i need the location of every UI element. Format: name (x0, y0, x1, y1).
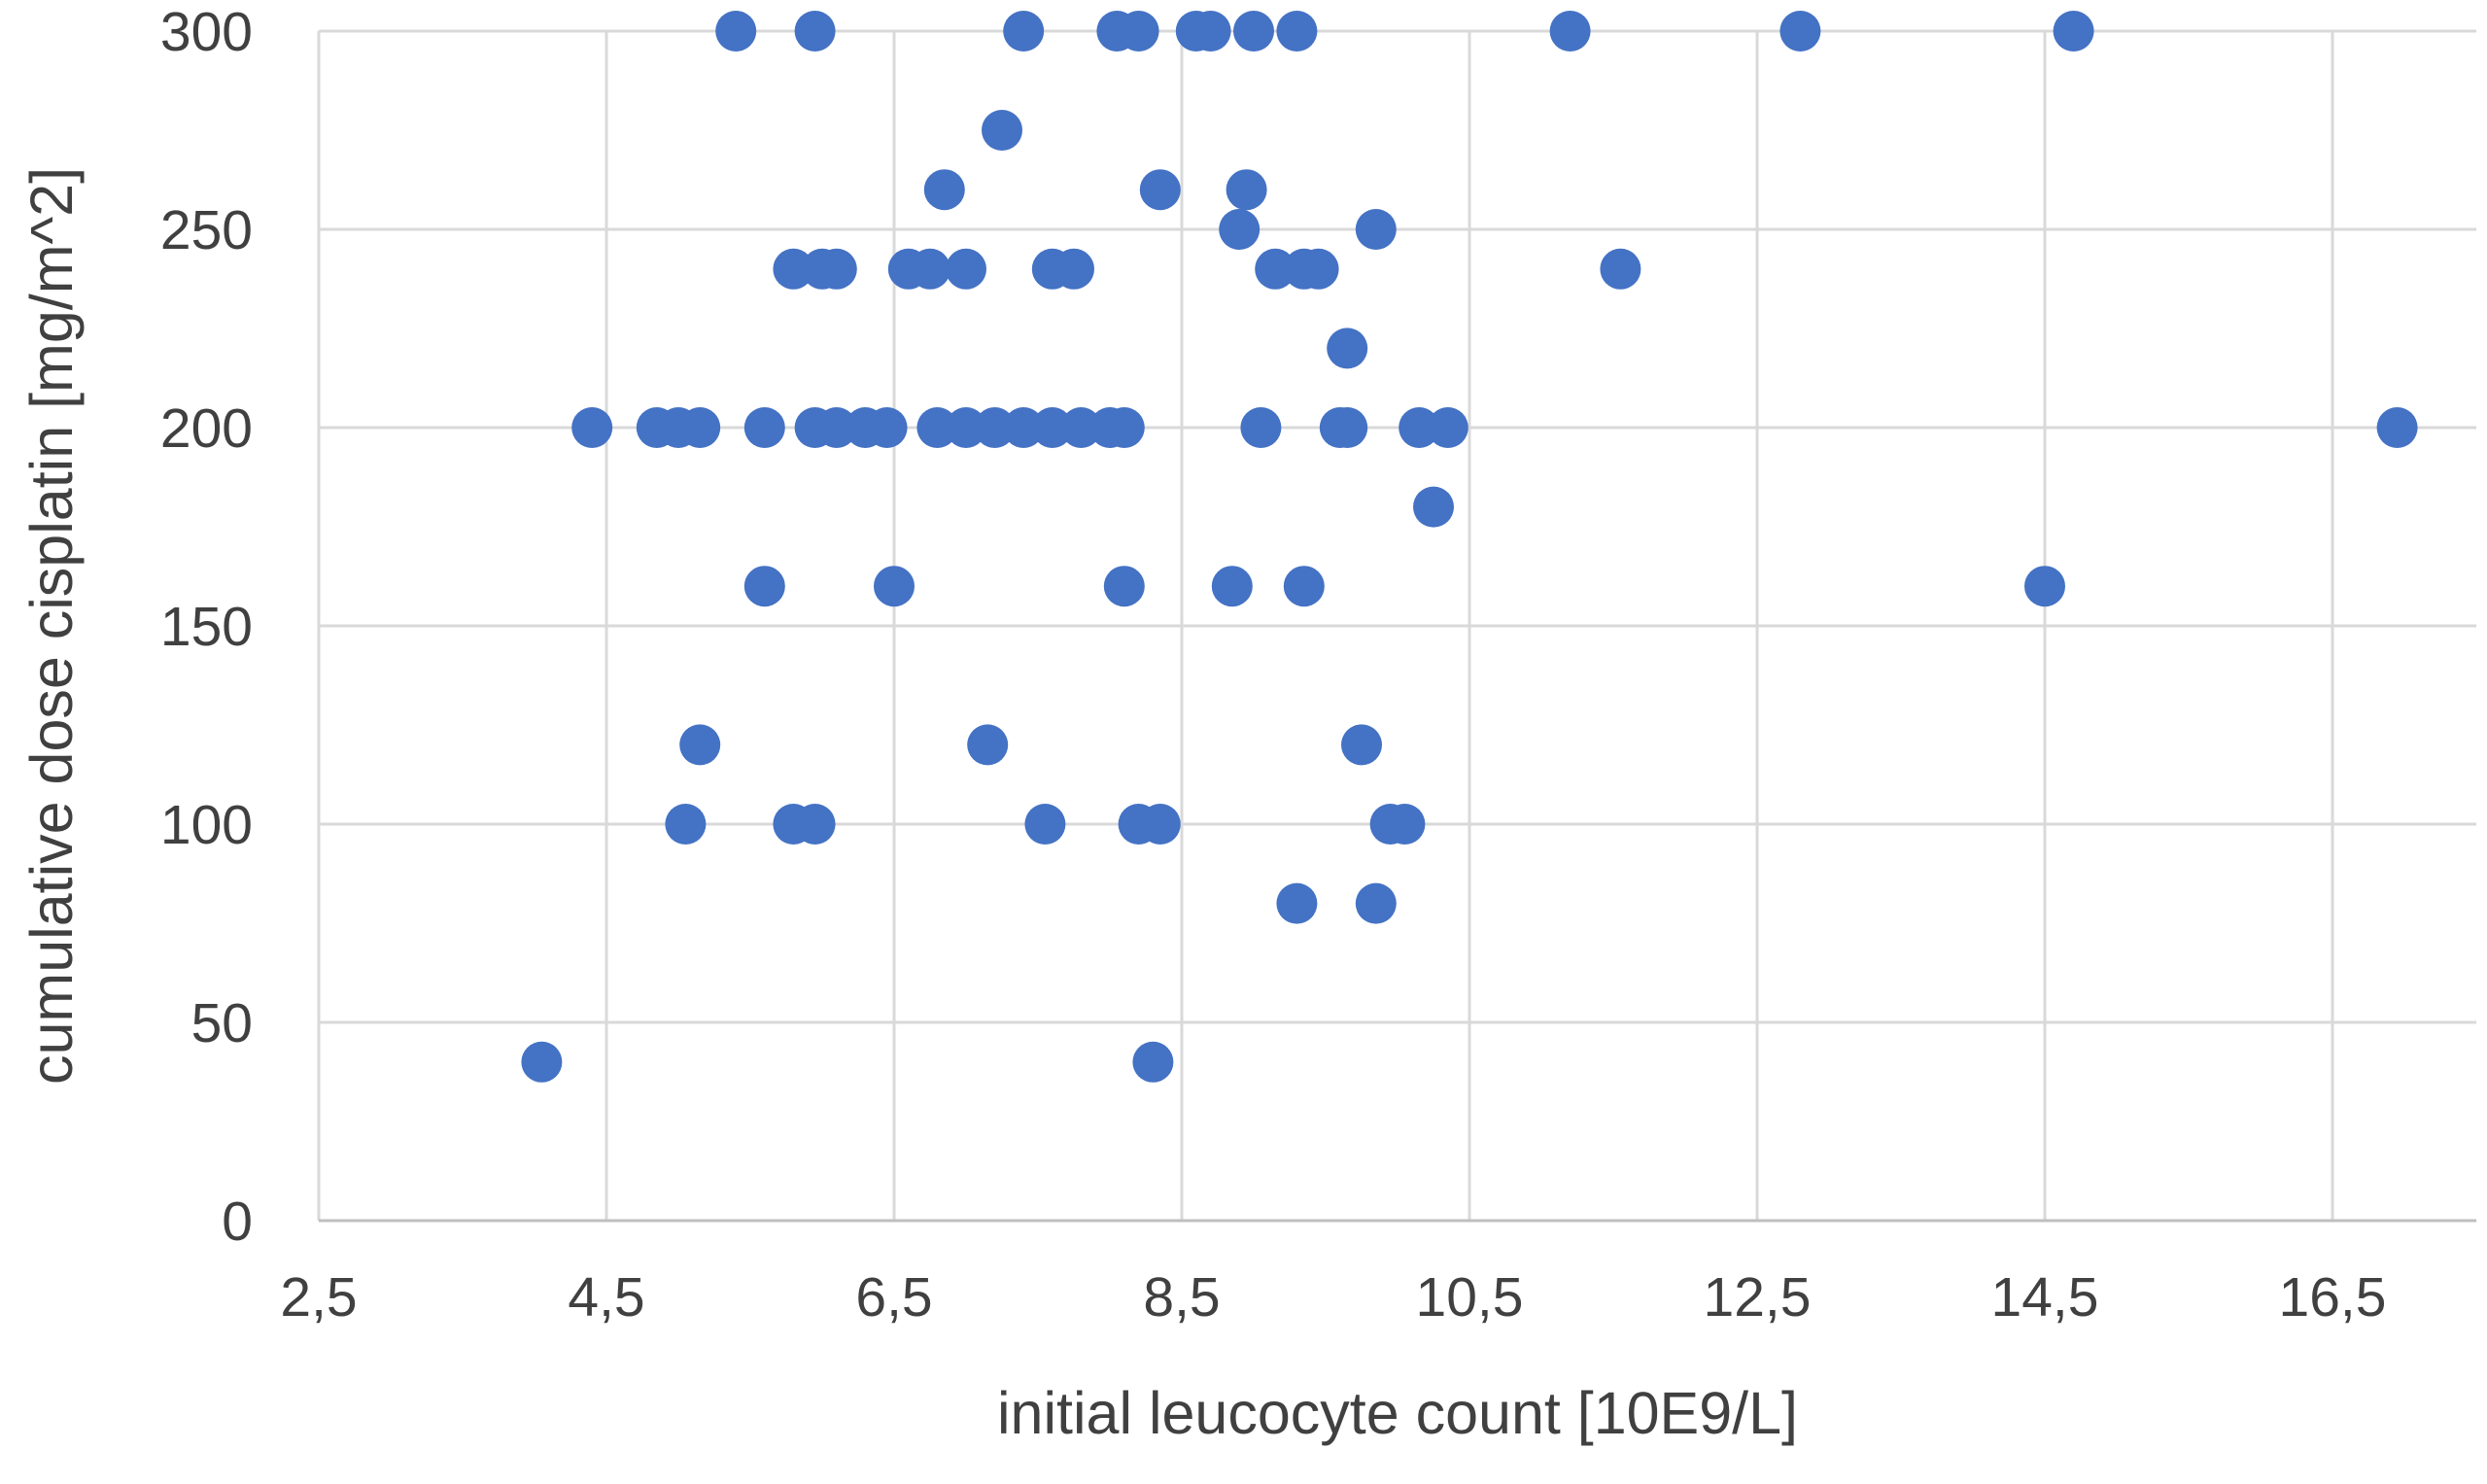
data-point (2376, 407, 2418, 448)
x-tick-label: 10,5 (1416, 1266, 1524, 1329)
data-point (1003, 407, 1045, 448)
x-tick-label: 14,5 (1991, 1266, 2099, 1329)
data-point (773, 248, 814, 290)
data-point (1103, 407, 1145, 448)
data-point (946, 407, 986, 448)
data-point (1283, 566, 1325, 607)
data-point (874, 566, 915, 607)
data-point (982, 110, 1022, 151)
data-point (1118, 11, 1159, 52)
data-point (1031, 407, 1073, 448)
data-point (1297, 248, 1339, 290)
data-point (1384, 804, 1426, 845)
data-point (923, 169, 965, 211)
data-point (1226, 169, 1267, 211)
data-point (2024, 566, 2065, 607)
data-point (1779, 11, 1821, 52)
data-point (866, 407, 908, 448)
data-point (679, 407, 721, 448)
data-point (974, 407, 1016, 448)
data-point (1003, 11, 1045, 52)
data-point (1355, 209, 1397, 250)
data-point (1139, 804, 1181, 845)
data-point (1060, 407, 1102, 448)
data-point (1399, 407, 1440, 448)
x-tick-label: 4,5 (568, 1266, 644, 1329)
data-point (1054, 248, 1094, 290)
y-tick-label: 100 (160, 794, 253, 856)
data-point (571, 407, 613, 448)
y-tick-label: 200 (160, 397, 253, 460)
x-tick-label: 12,5 (1704, 1266, 1812, 1329)
data-point (1276, 11, 1318, 52)
y-tick-label: 250 (160, 199, 253, 261)
x-tick-label: 6,5 (855, 1266, 932, 1329)
x-tick-labels: 2,5 4,5 6,5 8,5 10,5 12,5 14,5 16,5 (280, 1266, 2386, 1329)
data-point (743, 566, 785, 607)
data-point (1024, 804, 1066, 845)
gridlines (317, 29, 2476, 1221)
data-point (794, 11, 836, 52)
x-tick-label: 8,5 (1143, 1266, 1220, 1329)
data-point (1255, 248, 1296, 290)
data-point (1132, 1041, 1174, 1083)
data-point (916, 407, 958, 448)
data-point (715, 11, 757, 52)
data-point (665, 804, 707, 845)
data-point (521, 1041, 563, 1083)
data-point (1219, 209, 1261, 250)
y-tick-label: 0 (222, 1191, 253, 1253)
data-point (1427, 407, 1468, 448)
y-tick-label: 300 (160, 1, 253, 63)
y-tick-label: 150 (160, 596, 253, 658)
data-point (815, 248, 857, 290)
y-axis-title: cumulative dose cisplatin [mg/m^2] (18, 167, 85, 1085)
data-point (1240, 407, 1282, 448)
data-point (1233, 11, 1274, 52)
data-point (1413, 486, 1454, 528)
data-point (1211, 566, 1253, 607)
data-point (743, 407, 785, 448)
data-point (1355, 882, 1397, 924)
data-point (2053, 11, 2094, 52)
data-point (1276, 882, 1318, 924)
y-tick-label: 50 (191, 992, 253, 1054)
data-point (794, 804, 836, 845)
y-tick-labels: 0 50 100 150 200 250 300 (160, 1, 253, 1253)
data-point (1549, 11, 1591, 52)
data-point (1327, 407, 1368, 448)
data-point (1103, 566, 1145, 607)
x-tick-label: 16,5 (2279, 1266, 2387, 1329)
data-point (815, 407, 857, 448)
data-point (1341, 724, 1382, 766)
data-point (1190, 11, 1231, 52)
data-point (1600, 248, 1641, 290)
data-point (679, 724, 721, 766)
data-point (910, 248, 950, 290)
data-point (1139, 169, 1181, 211)
data-point (1327, 328, 1368, 369)
x-axis-title: initial leucocyte count [10E9/L] (997, 1380, 1798, 1446)
x-tick-label: 2,5 (280, 1266, 357, 1329)
data-points (521, 11, 2418, 1083)
data-point (946, 248, 986, 290)
data-point (967, 724, 1009, 766)
